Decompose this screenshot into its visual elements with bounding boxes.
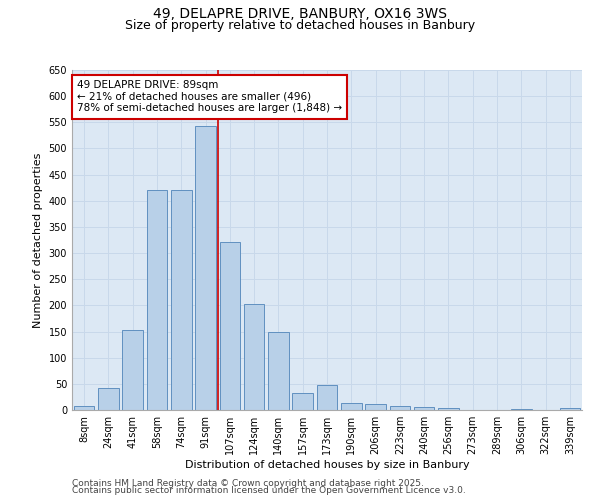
Text: Contains public sector information licensed under the Open Government Licence v3: Contains public sector information licen… [72,486,466,495]
Bar [292,394,313,410]
Text: 49, DELAPRE DRIVE, BANBURY, OX16 3WS: 49, DELAPRE DRIVE, BANBURY, OX16 3WS [153,8,447,22]
Bar [560,408,580,410]
Bar [244,304,265,410]
Bar [438,408,459,410]
Text: Size of property relative to detached houses in Banbury: Size of property relative to detached ho… [125,18,475,32]
Bar [341,402,362,410]
Bar [98,388,119,410]
Bar [171,190,191,410]
Bar [122,330,143,410]
Y-axis label: Number of detached properties: Number of detached properties [33,152,43,328]
Text: 49 DELAPRE DRIVE: 89sqm
← 21% of detached houses are smaller (496)
78% of semi-d: 49 DELAPRE DRIVE: 89sqm ← 21% of detache… [77,80,342,114]
Bar [220,242,240,410]
Bar [365,404,386,410]
Bar [146,190,167,410]
Text: Contains HM Land Registry data © Crown copyright and database right 2025.: Contains HM Land Registry data © Crown c… [72,478,424,488]
X-axis label: Distribution of detached houses by size in Banbury: Distribution of detached houses by size … [185,460,469,470]
Bar [414,408,434,410]
Bar [195,126,216,410]
Bar [268,332,289,410]
Bar [389,406,410,410]
Bar [317,386,337,410]
Bar [511,409,532,410]
Bar [74,406,94,410]
